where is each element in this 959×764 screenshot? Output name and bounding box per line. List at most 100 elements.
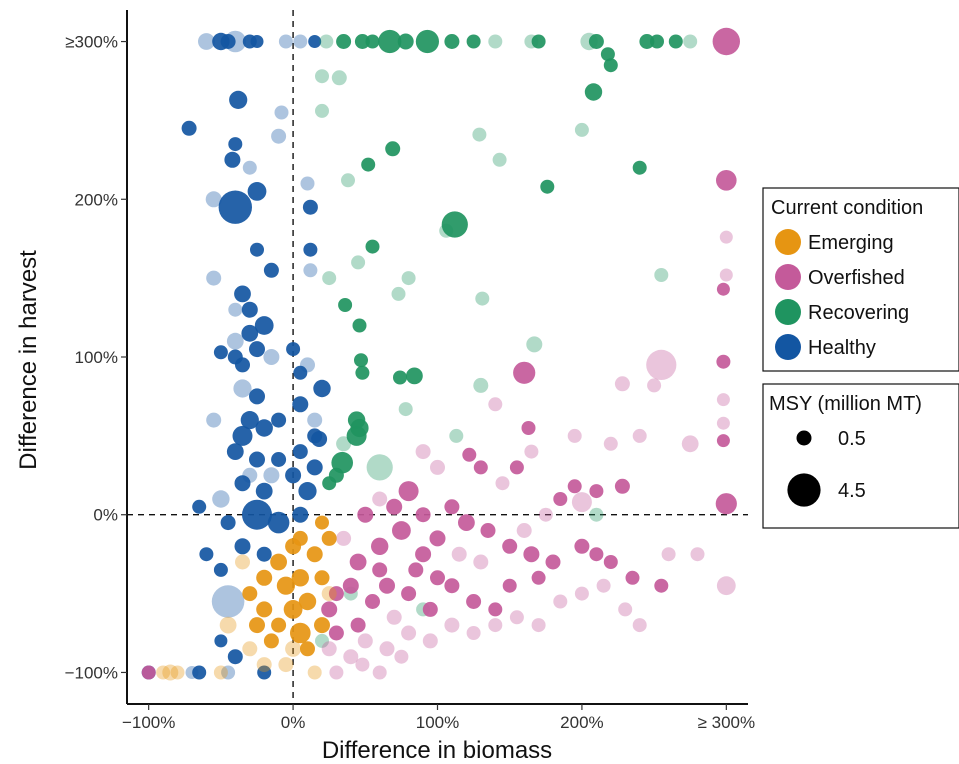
- data-point-overfished-62: [408, 562, 424, 578]
- data-point-recovering-55: [398, 402, 413, 417]
- data-point-overfished-49: [321, 601, 338, 618]
- data-point-overfished-61: [372, 562, 388, 578]
- data-point-overfished-95: [524, 444, 539, 459]
- data-point-recovering-28: [352, 318, 367, 333]
- data-point-recovering-5: [397, 33, 414, 50]
- color-legend-swatch-overfished: [775, 264, 801, 290]
- data-point-overfished-88: [343, 649, 359, 665]
- data-point-overfished-24: [553, 492, 568, 506]
- data-point-overfished-67: [357, 633, 373, 649]
- data-point-overfished-29: [398, 481, 419, 502]
- data-point-overfished-27: [509, 460, 524, 475]
- data-point-recovering-47: [439, 223, 454, 238]
- data-point-healthy-61: [213, 562, 228, 577]
- data-point-overfished-5: [716, 354, 731, 369]
- data-point-overfished-53: [379, 577, 395, 594]
- data-point-recovering-20: [584, 83, 603, 101]
- data-point-emerging-3: [276, 576, 295, 595]
- data-point-healthy-65: [206, 412, 222, 428]
- data-point-overfished-12: [513, 361, 536, 384]
- data-point-overfished-36: [444, 499, 460, 515]
- data-point-overfished-85: [473, 554, 489, 570]
- data-point-healthy-73: [228, 302, 243, 317]
- data-point-recovering-58: [336, 436, 352, 452]
- data-point-emerging-11: [271, 617, 287, 633]
- data-point-healthy-39: [232, 425, 253, 446]
- data-point-overfished-50: [328, 625, 344, 641]
- data-point-recovering-38: [322, 476, 337, 491]
- data-point-healthy-1: [229, 90, 248, 109]
- data-point-healthy-23: [205, 191, 222, 208]
- data-point-healthy-62: [199, 547, 214, 562]
- data-point-healthy-35: [313, 379, 331, 398]
- data-point-overfished-2: [719, 230, 733, 244]
- data-point-overfished-26: [473, 460, 488, 475]
- series-recovering: [315, 29, 698, 648]
- data-point-emerging-1: [283, 600, 303, 619]
- data-point-healthy-37: [249, 388, 265, 405]
- size-legend-label-0: 0.5: [838, 428, 866, 450]
- data-point-overfished-73: [488, 618, 503, 633]
- data-point-healthy-77: [257, 665, 272, 680]
- data-point-healthy-18: [263, 262, 279, 278]
- data-point-overfished-6: [716, 393, 730, 407]
- data-point-overfished-34: [415, 546, 432, 563]
- data-point-healthy-51: [255, 482, 273, 500]
- data-point-recovering-6: [444, 34, 460, 49]
- size-legend-circle-0: [796, 430, 812, 446]
- color-legend-label-emerging: Emerging: [808, 232, 894, 254]
- data-point-healthy-7: [220, 34, 236, 49]
- data-point-recovering-49: [322, 271, 337, 286]
- data-point-recovering-30: [355, 365, 370, 380]
- data-point-recovering-62: [315, 633, 329, 648]
- data-point-emerging-16: [321, 530, 337, 546]
- data-point-overfished-23: [567, 479, 582, 494]
- data-point-healthy-36: [293, 365, 308, 380]
- data-point-healthy-78: [214, 634, 228, 648]
- data-point-overfished-75: [531, 618, 546, 633]
- data-point-healthy-38: [240, 411, 259, 430]
- data-point-healthy-28: [254, 316, 274, 335]
- color-legend-label-healthy: Healthy: [808, 337, 876, 359]
- data-point-healthy-60: [256, 546, 272, 562]
- data-point-healthy-25: [274, 105, 289, 120]
- data-point-healthy-19: [303, 263, 318, 278]
- data-point-recovering-19: [524, 34, 539, 49]
- data-point-healthy-80: [185, 666, 199, 679]
- size-legend-items: 0.5 4.5: [787, 428, 866, 507]
- data-point-healthy-74: [192, 665, 207, 680]
- data-point-overfished-44: [603, 555, 618, 569]
- data-point-healthy-66: [233, 379, 252, 398]
- data-point-recovering-33: [347, 411, 366, 429]
- data-point-overfished-15: [647, 378, 662, 393]
- data-point-overfished-38: [480, 523, 496, 538]
- color-legend-title: Current condition: [771, 197, 923, 219]
- x-tick-label-2: 100%: [416, 713, 459, 732]
- data-point-recovering-50: [401, 271, 416, 286]
- data-point-emerging-19: [292, 530, 308, 546]
- data-point-recovering-7: [466, 34, 481, 49]
- data-point-overfished-7: [716, 416, 730, 430]
- data-point-overfished-31: [392, 521, 411, 540]
- data-point-recovering-40: [315, 69, 329, 84]
- x-axis-ticks: −100% 0% 100% 200% ≥ 300%: [122, 704, 755, 732]
- data-point-recovering-22: [361, 157, 376, 172]
- data-point-overfished-97: [415, 444, 431, 460]
- data-point-healthy-34: [286, 342, 301, 357]
- reference-lines: [127, 10, 748, 704]
- series-emerging: [156, 515, 337, 681]
- x-tick-label-0: −100%: [122, 713, 175, 732]
- data-point-overfished-72: [466, 626, 481, 640]
- data-point-healthy-5: [247, 182, 267, 201]
- data-point-healthy-50: [234, 475, 251, 492]
- data-point-emerging-30: [235, 554, 250, 570]
- data-point-healthy-42: [292, 396, 309, 413]
- data-point-recovering-43: [472, 127, 487, 142]
- data-point-healthy-48: [292, 444, 308, 460]
- data-point-overfished-3: [719, 268, 733, 282]
- data-point-healthy-15: [302, 199, 318, 215]
- data-point-overfished-92: [372, 665, 387, 680]
- data-point-recovering-59: [589, 507, 604, 522]
